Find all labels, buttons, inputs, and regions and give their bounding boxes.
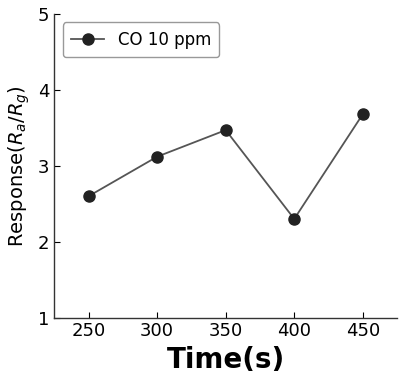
CO 10 ppm xyxy=(86,194,91,199)
CO 10 ppm xyxy=(360,112,365,117)
Line: CO 10 ppm: CO 10 ppm xyxy=(83,109,368,224)
CO 10 ppm xyxy=(155,154,160,159)
Legend: CO 10 ppm: CO 10 ppm xyxy=(63,22,219,57)
CO 10 ppm xyxy=(223,128,228,132)
Y-axis label: Response($R_a$/$R_g$): Response($R_a$/$R_g$) xyxy=(7,85,32,247)
X-axis label: Time(s): Time(s) xyxy=(166,346,285,374)
CO 10 ppm xyxy=(292,217,297,221)
